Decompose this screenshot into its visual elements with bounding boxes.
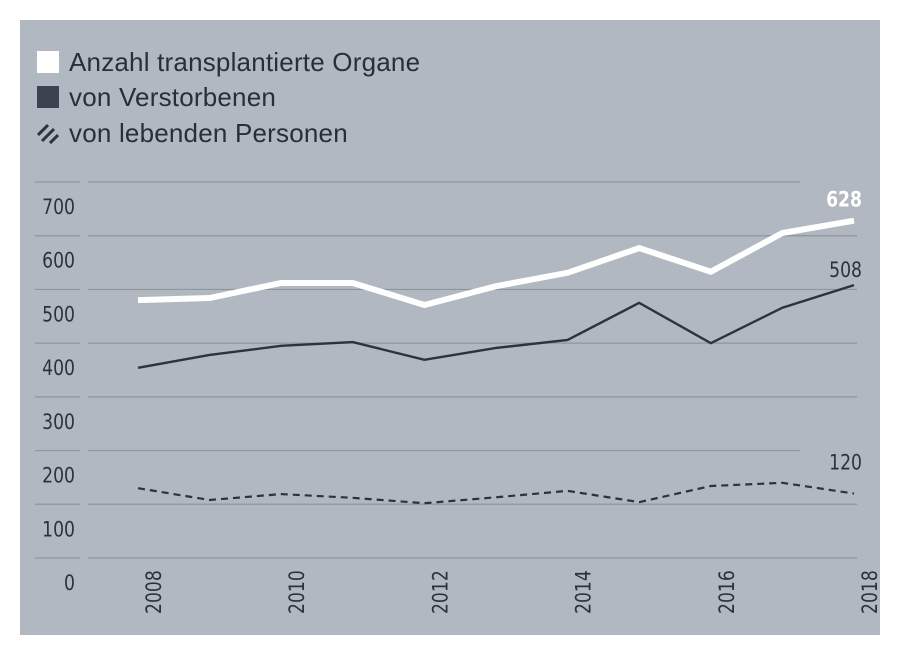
end-value-label: 508: [829, 257, 862, 282]
legend-item-total: Anzahl transplantierte Organe: [37, 47, 420, 77]
series-line-0: [137, 217, 855, 309]
y-tick-label: 0: [64, 570, 75, 595]
legend-item-deceased: von Verstorbenen: [37, 82, 276, 112]
series-line-1: [137, 283, 855, 370]
y-tick-label: 100: [42, 517, 75, 542]
chart-panel: Anzahl transplantierte Organe von Versto…: [20, 20, 880, 635]
series-line-2: [137, 481, 855, 505]
legend-swatch-dark: [37, 86, 59, 108]
legend-swatch-white: [37, 51, 59, 73]
x-tick-label: 2014: [571, 570, 596, 614]
legend-label: von Verstorbenen: [69, 81, 277, 112]
x-tick-label: 2018: [857, 570, 882, 614]
legend-label: Anzahl transplantierte Organe: [69, 46, 421, 77]
x-tick-label: 2010: [285, 570, 310, 614]
y-tick-label: 400: [42, 355, 75, 380]
y-tick-label: 700: [42, 194, 75, 219]
y-tick-label: 500: [42, 302, 75, 327]
legend-swatch-hatch-icon: [36, 122, 60, 145]
legend-item-living: von lebenden Personen: [36, 117, 348, 148]
legend-label: von lebenden Personen: [69, 117, 348, 148]
x-tick-label: 2012: [428, 570, 453, 614]
y-tick-label: 300: [42, 409, 75, 434]
end-value-label: 120: [829, 450, 862, 475]
y-tick-label: 600: [42, 248, 75, 273]
x-tick-label: 2008: [141, 570, 166, 614]
x-tick-label: 2016: [714, 570, 739, 614]
y-tick-label: 200: [42, 463, 75, 488]
end-value-label: 628: [826, 187, 862, 212]
